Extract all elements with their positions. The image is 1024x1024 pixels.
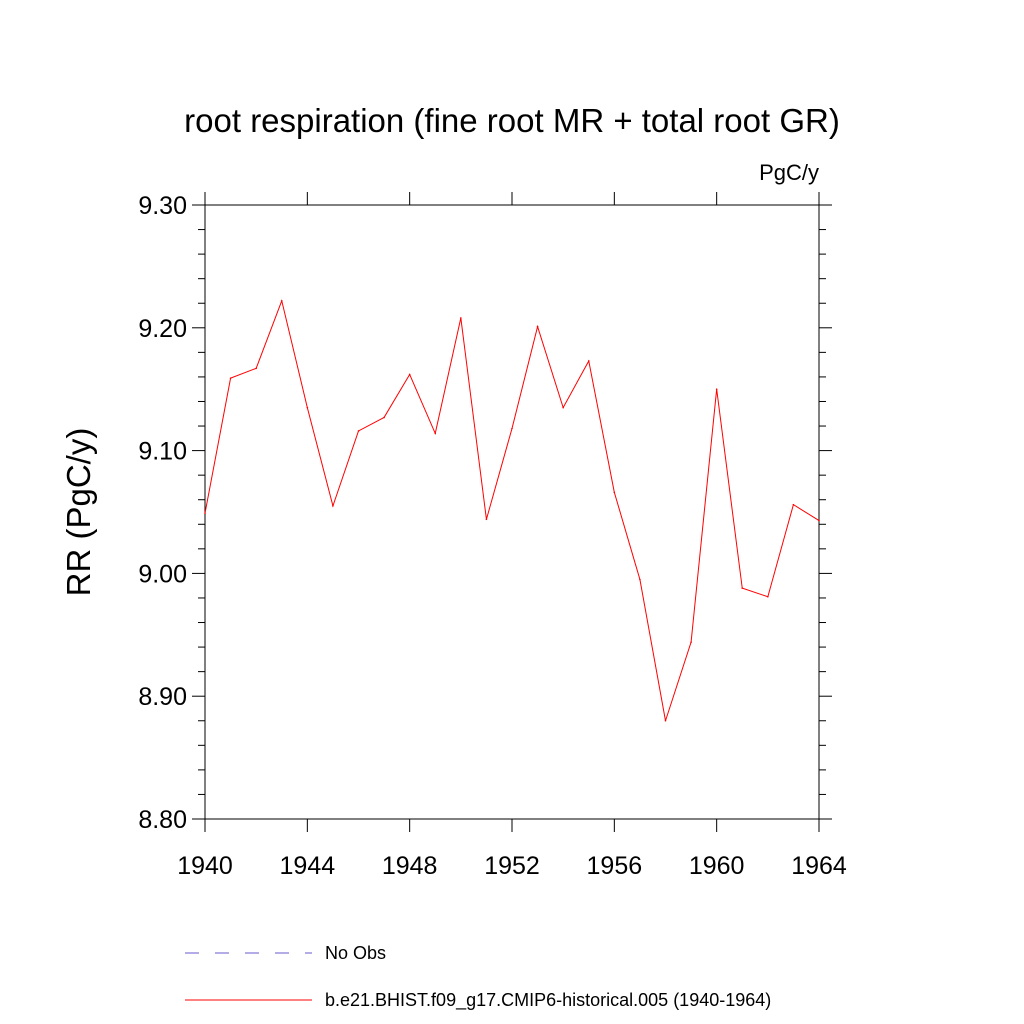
units-label: PgC/y	[759, 160, 819, 185]
legend-label-no-obs: No Obs	[325, 943, 386, 963]
plot-border	[204, 204, 820, 820]
data-point	[255, 367, 257, 370]
data-point	[690, 641, 692, 643]
x-tick-label: 1960	[689, 852, 745, 880]
data-point	[204, 512, 206, 515]
data-point	[613, 491, 616, 494]
y-tick-label: 9.00	[138, 560, 187, 588]
data-point	[434, 432, 437, 435]
data-point	[383, 416, 385, 419]
series-line	[204, 299, 820, 721]
y-tick-label: 9.20	[138, 315, 187, 343]
data-point	[639, 578, 641, 581]
legend-label-historical: b.e21.BHIST.f09_g17.CMIP6-historical.005…	[325, 990, 771, 1011]
y-tick-label: 8.80	[138, 806, 187, 834]
data-point	[536, 325, 539, 328]
data-point	[357, 430, 360, 432]
data-point	[511, 427, 513, 430]
plot-frame	[204, 204, 820, 820]
x-tick-label: 1940	[177, 852, 233, 880]
x-tick-label: 1964	[791, 852, 847, 880]
chart-title: root respiration (fine root MR + total r…	[184, 102, 840, 139]
data-point	[306, 406, 309, 409]
y-tick-label: 8.90	[138, 683, 187, 711]
x-axis-ticks: 1940 1944 1948 1952 1956 1960 1964	[177, 192, 847, 880]
data-point	[792, 503, 795, 506]
data-point	[587, 360, 590, 362]
x-tick-label: 1948	[382, 852, 438, 880]
data-point	[767, 595, 769, 598]
x-tick-label: 1944	[280, 852, 336, 880]
data-point	[562, 406, 564, 409]
data-point	[280, 299, 283, 302]
y-tick-label: 9.30	[138, 192, 187, 220]
data-point	[818, 519, 820, 522]
series-layer	[204, 299, 820, 722]
data-point	[715, 388, 718, 391]
data-point	[485, 518, 488, 521]
legend: No Obs b.e21.BHIST.f09_g17.CMIP6-histori…	[185, 943, 771, 1011]
y-tick-label: 9.10	[138, 438, 187, 466]
data-point	[332, 505, 334, 507]
data-point	[664, 719, 667, 722]
y-axis-ticks: 8.80 8.90 9.00 9.10 9.20 9.30	[138, 192, 832, 834]
data-point	[408, 373, 411, 376]
x-tick-label: 1952	[484, 852, 540, 880]
data-point	[460, 317, 462, 319]
x-tick-label: 1956	[587, 852, 643, 880]
data-point	[741, 587, 744, 589]
y-axis-label: RR (PgC/y)	[60, 428, 97, 597]
data-point	[229, 377, 232, 379]
